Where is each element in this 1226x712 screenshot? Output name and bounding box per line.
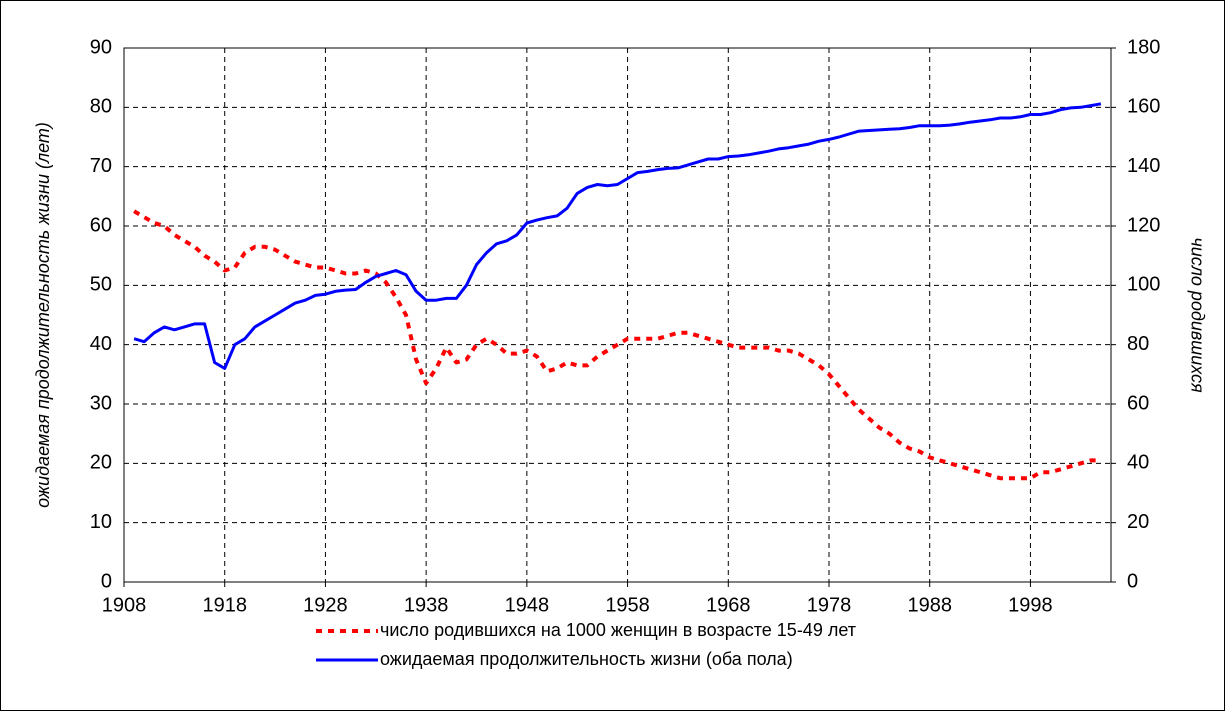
y-tick-label: 40 <box>90 333 112 355</box>
y2-tick-label: 120 <box>1127 214 1160 236</box>
y2-tick-label: 140 <box>1127 155 1160 177</box>
y-tick-label: 10 <box>90 511 112 533</box>
data-line <box>133 209 1101 481</box>
x-tick-label: 1958 <box>605 594 650 616</box>
y-tick-label: 60 <box>90 214 112 236</box>
y-tick-label: 70 <box>90 155 112 177</box>
x-tick-label: 1988 <box>907 594 952 616</box>
data-line <box>133 102 1102 370</box>
y2-tick-label: 0 <box>1127 570 1138 592</box>
plot-border <box>123 47 1112 583</box>
y2-tick-label: 60 <box>1127 392 1149 414</box>
y-tick-label: 50 <box>90 274 112 296</box>
y2-tick-label: 40 <box>1127 452 1149 474</box>
x-tick-label: 1928 <box>303 594 348 616</box>
y-tick-label: 0 <box>101 570 112 592</box>
x-tick-label: 1998 <box>1008 594 1053 616</box>
x-tick-label: 1918 <box>202 594 247 616</box>
y2-tick-label: 160 <box>1127 96 1160 118</box>
y-tick-label: 20 <box>90 452 112 474</box>
x-tick-label: 1978 <box>807 594 852 616</box>
y2-tick-label: 80 <box>1127 333 1149 355</box>
legend-label: число родившихся на 1000 женщин в возрас… <box>380 620 856 640</box>
y-tick-label: 80 <box>90 96 112 118</box>
y2-tick-label: 20 <box>1127 511 1149 533</box>
x-tick-label: 1968 <box>706 594 751 616</box>
y2-axis-label: число родившихся <box>1187 237 1207 393</box>
x-tick-label: 1908 <box>102 594 147 616</box>
y-tick-label: 30 <box>90 392 112 414</box>
y-tick-label: 90 <box>90 36 112 58</box>
legend-label: ожидаемая продолжительность жизни (оба п… <box>380 649 793 669</box>
x-tick-label: 1948 <box>505 594 550 616</box>
plot-area <box>124 48 1111 582</box>
x-tick-label: 1938 <box>404 594 449 616</box>
y2-tick-label: 180 <box>1127 36 1160 58</box>
y-axis-label: ожидаемая продолжительность жизни (лет) <box>33 122 53 508</box>
y2-tick-label: 100 <box>1127 274 1160 296</box>
